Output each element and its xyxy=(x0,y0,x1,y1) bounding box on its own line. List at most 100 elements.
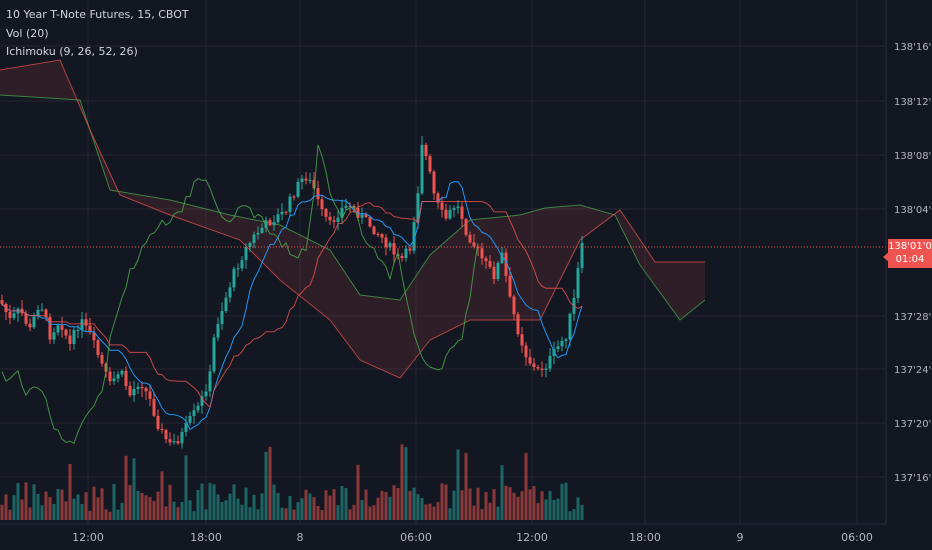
volume-bar xyxy=(8,509,12,520)
candle-body xyxy=(56,325,60,333)
volume-bar xyxy=(448,508,452,520)
volume-bar xyxy=(64,501,68,520)
time-axis[interactable]: 12:00 18:00 8 06:00 12:00 18:00 9 06:00 xyxy=(72,531,873,544)
candle-body xyxy=(280,211,284,215)
volume-bar xyxy=(476,487,480,520)
chikou-span-line xyxy=(1,144,479,445)
candle-body xyxy=(392,243,396,255)
candle-body xyxy=(424,144,428,157)
volume-bar xyxy=(312,497,316,520)
volume-bar xyxy=(224,500,228,520)
candle-body xyxy=(152,398,156,416)
volume-bar xyxy=(536,503,540,520)
candle-body xyxy=(344,205,348,208)
current-price-tag: 138'01'0 01:04 xyxy=(888,239,932,268)
symbol-title[interactable]: 10 Year T-Note Futures, 15, CBOT xyxy=(6,8,189,21)
volume-bars xyxy=(0,444,584,520)
candle-body xyxy=(412,222,416,251)
volume-bar xyxy=(276,493,280,520)
candle-body xyxy=(440,202,444,210)
candle-body xyxy=(92,332,96,341)
volume-bar xyxy=(432,506,436,520)
volume-bar xyxy=(416,494,420,520)
candle-body xyxy=(260,227,264,233)
volume-indicator-label[interactable]: Vol (20) xyxy=(6,27,49,40)
candle-body xyxy=(284,211,288,213)
volume-bar xyxy=(384,492,388,520)
candle-body xyxy=(8,312,12,318)
volume-bar xyxy=(184,455,188,520)
volume-bar xyxy=(220,501,224,520)
volume-bar xyxy=(388,496,392,520)
time-tick-label: 12:00 xyxy=(516,531,548,544)
volume-bar xyxy=(208,483,212,520)
candle-body xyxy=(184,422,188,432)
candle-body xyxy=(408,248,412,251)
time-tick-label: 18:00 xyxy=(190,531,222,544)
volume-bar xyxy=(68,463,72,520)
ichimoku-cloud xyxy=(0,59,706,379)
volume-bar xyxy=(412,487,416,520)
volume-bar xyxy=(420,497,424,520)
candle-body xyxy=(500,252,504,263)
volume-bar xyxy=(200,483,204,520)
candle-body xyxy=(164,430,168,440)
volume-bar xyxy=(156,491,160,520)
price-tick-label: 138'16'0 xyxy=(894,42,932,53)
candle-body xyxy=(188,416,192,423)
volume-bar xyxy=(292,509,296,520)
volume-bar xyxy=(216,494,220,520)
volume-bar xyxy=(20,499,24,520)
volume-bar xyxy=(576,497,580,520)
volume-bar xyxy=(400,444,404,520)
volume-bar xyxy=(288,496,292,520)
volume-bar xyxy=(132,458,136,520)
volume-bar xyxy=(92,486,96,520)
candle-body xyxy=(388,243,392,248)
ichimoku-indicator-label[interactable]: Ichimoku (9, 26, 52, 26) xyxy=(6,45,138,58)
candle-body xyxy=(456,206,460,209)
volume-bar xyxy=(284,508,288,520)
candle-body xyxy=(556,346,560,349)
volume-bar xyxy=(0,504,4,520)
candle-body xyxy=(292,196,296,198)
volume-bar xyxy=(152,500,156,520)
volume-bar xyxy=(352,504,356,520)
candle-body xyxy=(64,329,68,336)
candle-body xyxy=(240,259,244,269)
volume-bar xyxy=(320,509,324,520)
price-axis[interactable]: 138'16'0 138'12'0 138'08'0 138'04'0 137'28'0… xyxy=(894,42,932,484)
candle-body xyxy=(0,300,4,304)
volume-bar xyxy=(260,493,264,520)
volume-bar xyxy=(580,504,584,520)
candle-body xyxy=(316,188,320,200)
volume-bar xyxy=(360,500,364,520)
volume-bar xyxy=(128,485,132,520)
volume-bar xyxy=(540,491,544,520)
volume-bar xyxy=(408,490,412,520)
volume-bar xyxy=(272,484,276,520)
volume-bar xyxy=(500,465,504,520)
volume-bar xyxy=(548,490,552,520)
volume-bar xyxy=(136,490,140,520)
volume-bar xyxy=(160,471,164,520)
volume-bar xyxy=(468,488,472,520)
candle-body xyxy=(204,391,208,397)
volume-bar xyxy=(512,492,516,520)
volume-bar xyxy=(504,485,508,520)
candle-body xyxy=(248,242,252,248)
candle-body xyxy=(148,391,152,399)
candle-body xyxy=(76,329,80,331)
candle-body xyxy=(368,216,372,227)
candle-body xyxy=(112,378,116,382)
candle-body xyxy=(192,410,196,417)
volume-bar xyxy=(96,497,100,520)
candle-body xyxy=(460,206,464,219)
time-tick-label: 8 xyxy=(297,531,304,544)
price-tag-arrow xyxy=(883,252,889,262)
candle-body xyxy=(544,368,548,370)
volume-bar xyxy=(328,495,332,520)
candle-body xyxy=(48,316,52,340)
candle-body xyxy=(40,309,44,311)
